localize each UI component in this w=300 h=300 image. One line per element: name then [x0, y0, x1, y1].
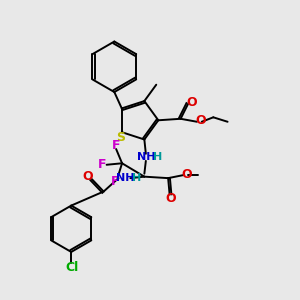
- Text: O: O: [186, 96, 197, 109]
- Text: H: H: [132, 173, 141, 183]
- Text: F: F: [98, 158, 107, 171]
- Text: O: O: [83, 170, 94, 183]
- Text: Cl: Cl: [65, 261, 79, 274]
- Text: O: O: [165, 192, 175, 205]
- Text: F: F: [111, 175, 119, 188]
- Text: NH: NH: [116, 173, 134, 183]
- Text: S: S: [116, 131, 125, 144]
- Text: F: F: [112, 139, 120, 152]
- Text: O: O: [195, 114, 206, 128]
- Text: NH: NH: [136, 152, 155, 162]
- Text: H: H: [152, 152, 162, 162]
- Text: O: O: [182, 168, 193, 181]
